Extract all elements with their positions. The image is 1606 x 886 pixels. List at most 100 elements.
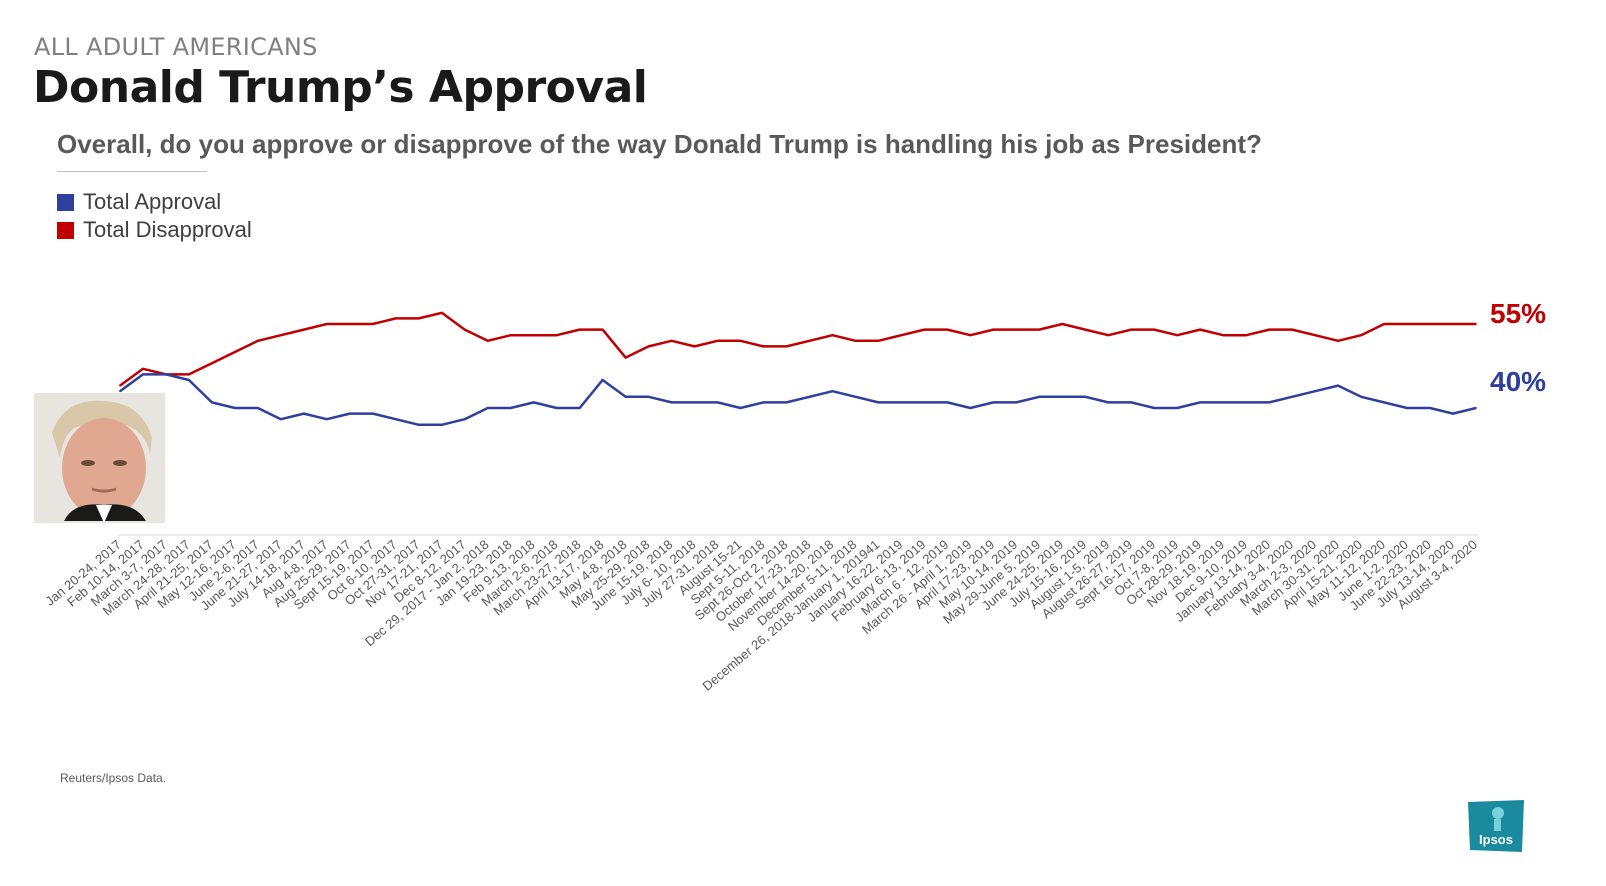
data-point <box>1061 323 1064 325</box>
data-point <box>279 418 282 421</box>
data-point <box>142 367 144 370</box>
data-point <box>486 339 489 342</box>
data-point <box>509 334 512 337</box>
data-point <box>946 328 949 331</box>
data-point <box>440 311 443 314</box>
data-point <box>371 323 374 325</box>
data-point <box>302 412 305 415</box>
data-point <box>670 401 673 404</box>
data-point <box>1199 401 1202 404</box>
data-point <box>969 407 972 409</box>
data-point <box>1038 395 1041 398</box>
kicker-text: ALL ADULT AMERICANS <box>34 33 318 61</box>
data-point <box>1475 407 1477 409</box>
data-point <box>256 339 259 342</box>
data-point <box>992 401 995 404</box>
data-point <box>532 401 535 404</box>
data-point <box>578 328 581 331</box>
data-point <box>1360 395 1362 398</box>
data-point <box>762 401 765 404</box>
data-point <box>1245 334 1248 337</box>
ipsos-logo-text: Ipsos <box>1479 832 1513 847</box>
data-point <box>808 395 811 398</box>
data-point <box>624 356 627 359</box>
data-point <box>325 418 328 421</box>
data-point <box>1153 407 1156 409</box>
data-point <box>1084 328 1087 331</box>
data-point <box>923 328 926 331</box>
series-line-total-disapproval <box>119 311 1476 387</box>
data-point <box>1452 412 1454 415</box>
data-point <box>417 423 420 426</box>
data-point <box>325 323 328 325</box>
data-point <box>234 407 236 409</box>
data-point <box>1268 328 1271 331</box>
data-point <box>831 334 834 337</box>
legend-item-approval: Total Approval <box>57 188 252 216</box>
data-point <box>877 401 880 404</box>
data-point <box>1222 401 1225 404</box>
data-point <box>739 407 742 409</box>
data-point <box>555 407 558 409</box>
legend-item-disapproval: Total Disapproval <box>57 216 252 244</box>
data-point <box>1406 323 1408 325</box>
data-points <box>119 311 1477 426</box>
data-point <box>1429 407 1431 409</box>
data-point <box>1199 328 1202 331</box>
survey-question: Overall, do you approve or disapprove of… <box>57 129 1262 159</box>
page-title: Donald Trump’s Approval <box>33 62 648 113</box>
data-point <box>670 339 673 342</box>
data-point <box>716 339 719 342</box>
chart-legend: Total Approval Total Disapproval <box>57 188 252 244</box>
data-point <box>808 339 811 342</box>
data-point <box>1245 401 1248 404</box>
data-point <box>1107 401 1110 404</box>
end-label-approval: 40% <box>1490 366 1547 397</box>
data-point <box>785 345 788 348</box>
data-point <box>371 412 374 415</box>
data-point <box>279 334 282 337</box>
data-point <box>785 401 788 404</box>
data-point <box>601 328 604 331</box>
data-point <box>1452 323 1454 325</box>
data-point <box>440 423 443 426</box>
data-point <box>624 395 627 398</box>
data-point <box>1314 390 1317 393</box>
data-point <box>1015 328 1018 331</box>
data-point <box>1107 334 1110 337</box>
data-point <box>1153 328 1156 331</box>
end-label-disapproval: 55% <box>1490 298 1547 329</box>
data-point <box>739 339 742 342</box>
data-point <box>969 334 972 337</box>
data-point <box>1383 323 1385 325</box>
data-point <box>1176 334 1179 337</box>
data-point <box>693 345 696 348</box>
data-point <box>256 407 259 409</box>
data-point <box>211 401 213 404</box>
data-point <box>1222 334 1225 337</box>
data-point <box>1061 395 1064 398</box>
data-point <box>1015 401 1018 404</box>
data-point <box>234 351 236 353</box>
data-point <box>509 407 512 409</box>
data-point <box>854 339 857 342</box>
data-point <box>716 401 719 404</box>
data-point <box>532 334 535 337</box>
data-point <box>188 379 190 381</box>
data-point <box>463 418 466 421</box>
ipsos-logo: Ipsos <box>1468 800 1524 852</box>
data-point <box>854 395 857 398</box>
legend-swatch-disapproval <box>57 221 74 239</box>
data-point <box>900 334 903 337</box>
data-point <box>394 418 397 421</box>
data-point <box>1291 395 1294 398</box>
data-point <box>142 373 144 376</box>
data-point <box>1429 323 1431 325</box>
data-point <box>417 317 420 320</box>
data-point <box>992 328 995 331</box>
data-point <box>1475 323 1477 325</box>
data-point <box>877 339 880 342</box>
data-point <box>946 401 949 404</box>
data-point <box>1084 395 1087 398</box>
